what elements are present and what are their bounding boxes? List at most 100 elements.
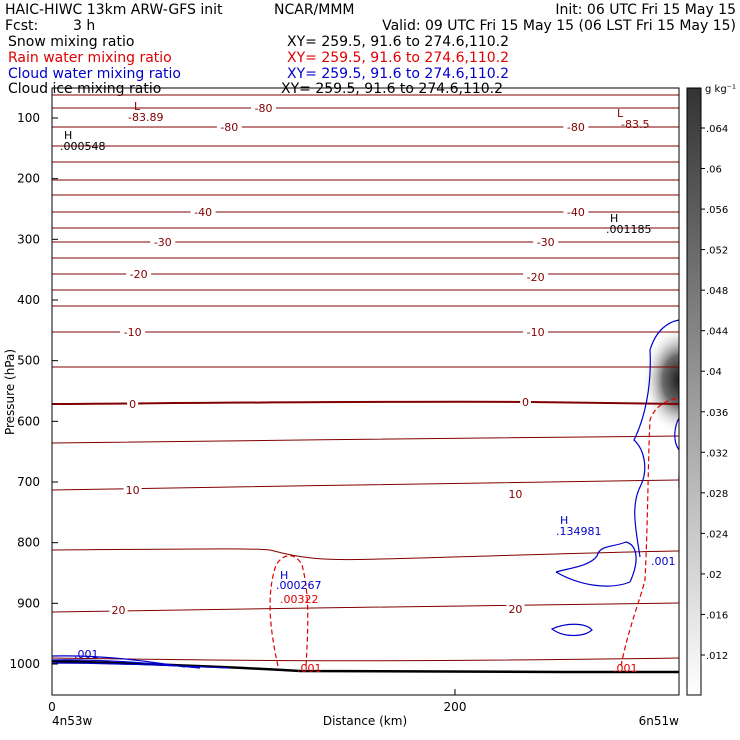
isotherm-label: -40 — [194, 206, 212, 219]
isotherm-label: -30 — [537, 236, 555, 249]
isotherm-label: 10 — [126, 484, 140, 497]
rain-water-contours — [269, 397, 679, 667]
isotherm-label: 20 — [111, 604, 125, 617]
isotherm-label-background — [126, 267, 152, 279]
colorbar-tick-label: .052 — [706, 246, 728, 257]
low-marker: L — [617, 107, 624, 120]
isotherm-label-background — [523, 270, 549, 282]
isotherm-label-background — [190, 205, 216, 217]
field-xy-cloudice: XY= 259.5, 91.6 to 274.6,110.2 — [281, 81, 503, 97]
field-name-cloudwater: Cloud water mixing ratio — [8, 66, 181, 82]
isotherm-label: 20 — [508, 603, 522, 616]
y-tick-label: 1000 — [9, 657, 40, 671]
x-axis-label: Distance (km) — [323, 714, 407, 728]
isotherm-label: -10 — [527, 326, 545, 339]
isotherm-label-background — [150, 235, 176, 247]
y-tick-label: 700 — [17, 475, 40, 489]
isotherm-label-background — [123, 483, 142, 495]
isotherm-label-background — [533, 235, 559, 247]
isotherm-label: -80 — [220, 121, 238, 134]
y-tick-label: 600 — [17, 414, 40, 428]
isotherm-label: 0 — [522, 396, 529, 409]
terrain-line — [52, 659, 679, 674]
isotherm-label: -20 — [130, 268, 148, 281]
valid-time: Valid: 09 UTC Fri 15 May 15 (06 LST Fri … — [382, 18, 736, 34]
isotherm-label: 10 — [508, 488, 522, 501]
plot-frame — [51, 87, 680, 696]
isotherm-label-background — [563, 120, 589, 132]
cloud-water-label: .001 — [74, 648, 99, 661]
isotherm-label-background — [120, 325, 146, 337]
colorbar-tick-label: .012 — [706, 651, 728, 662]
temperature-isotherms — [52, 94, 679, 662]
colorbar-unit: g kg⁻¹ — [705, 84, 736, 95]
fcst-value: 3 h — [73, 18, 95, 34]
isotherm-label: -80 — [255, 102, 273, 115]
x-tick-label: 0 — [48, 700, 56, 714]
colorbar-tick-label: .044 — [706, 327, 728, 338]
isotherm-label-background — [127, 397, 139, 409]
colorbar — [686, 87, 702, 696]
rain-label: .001 — [613, 662, 638, 675]
contour-annotations: L -83.89 L -83.5 H .000548 H .001185 H .… — [60, 100, 676, 675]
isotherm-label: -20 — [527, 271, 545, 284]
isotherm-label: -40 — [567, 206, 585, 219]
y-tick-label: 300 — [17, 232, 40, 246]
model-title: HAIC-HIWC 13km ARW-GFS init — [5, 2, 223, 18]
cloud-water-contours — [52, 319, 679, 669]
y-axis-label: Pressure (hPa) — [3, 349, 17, 435]
snow-maximum-shading — [642, 325, 679, 435]
rain-label: .001 — [297, 662, 322, 675]
isotherm-label: -10 — [124, 326, 142, 339]
isotherm-label: -80 — [567, 121, 585, 134]
field-name-cloudice: Cloud ice mixing ratio — [8, 81, 161, 97]
field-name-snow: Snow mixing ratio — [8, 34, 134, 50]
rain-value: .00322 — [280, 593, 319, 606]
high-marker: H — [560, 514, 568, 527]
y-axis: 100 200 300 400 500 600 700 800 900 1000 — [9, 111, 58, 671]
x-axis: 0 200 — [48, 689, 466, 714]
plot-area — [52, 94, 679, 674]
field-xy-rain: XY= 259.5, 91.6 to 274.6,110.2 — [287, 50, 509, 66]
isotherm-label-background — [216, 120, 242, 132]
high-value: .000548 — [60, 140, 106, 153]
isotherm-label-background — [109, 603, 128, 615]
colorbar-tick-label: .024 — [706, 529, 728, 540]
colorbar-tick-label: .04 — [706, 367, 722, 378]
cloud-water-label: .001 — [651, 555, 676, 568]
isotherm-label: 0 — [129, 398, 136, 411]
high-marker: H — [64, 129, 72, 142]
field-xy-snow: XY= 259.5, 91.6 to 274.6,110.2 — [287, 34, 509, 50]
high-marker: H — [610, 212, 618, 225]
colorbar-tick-label: .016 — [706, 610, 728, 621]
init-time: Init: 06 UTC Fri 15 May 15 — [555, 2, 736, 18]
colorbar-tick-label: .064 — [706, 124, 728, 135]
colorbar-tick-label: .02 — [706, 570, 722, 581]
colorbar-tick-label: .036 — [706, 408, 728, 419]
field-name-rain: Rain water mixing ratio — [8, 50, 172, 66]
colorbar-tick-label: .056 — [706, 205, 728, 216]
y-tick-label: 400 — [17, 293, 40, 307]
isotherm-label-background — [523, 325, 549, 337]
isotherm-label: -30 — [154, 236, 172, 249]
isotherm-label-background — [506, 487, 525, 499]
y-tick-label: 200 — [17, 172, 40, 186]
y-tick-label: 500 — [17, 354, 40, 368]
colorbar-tick-label: .032 — [706, 448, 728, 459]
colorbar-tick-label: .048 — [706, 286, 728, 297]
colorbar-ticks: .012 .016 .02 .024 .028 .032 .036 .04 .044 .048 .0… — [701, 124, 728, 662]
high-value: .000267 — [276, 579, 322, 592]
low-value: -83.5 — [621, 118, 649, 131]
low-value: -83.89 — [128, 111, 163, 124]
colorbar-tick-label: .06 — [706, 165, 722, 176]
isotherm-label-background — [563, 205, 589, 217]
y-tick-label: 100 — [17, 111, 40, 125]
x-tick-label: 200 — [444, 700, 467, 714]
high-marker: H — [280, 569, 288, 582]
isotherm-labels: -80 -80 -80 -40 -40 -30 -30 -20 -20 -10 -10 0 0 10 10 2… — [109, 101, 589, 617]
high-value: .001185 — [606, 223, 652, 236]
colorbar-tick-label: .028 — [706, 489, 728, 500]
isotherm-label-background — [520, 395, 532, 407]
isotherm-label-background — [506, 602, 525, 614]
